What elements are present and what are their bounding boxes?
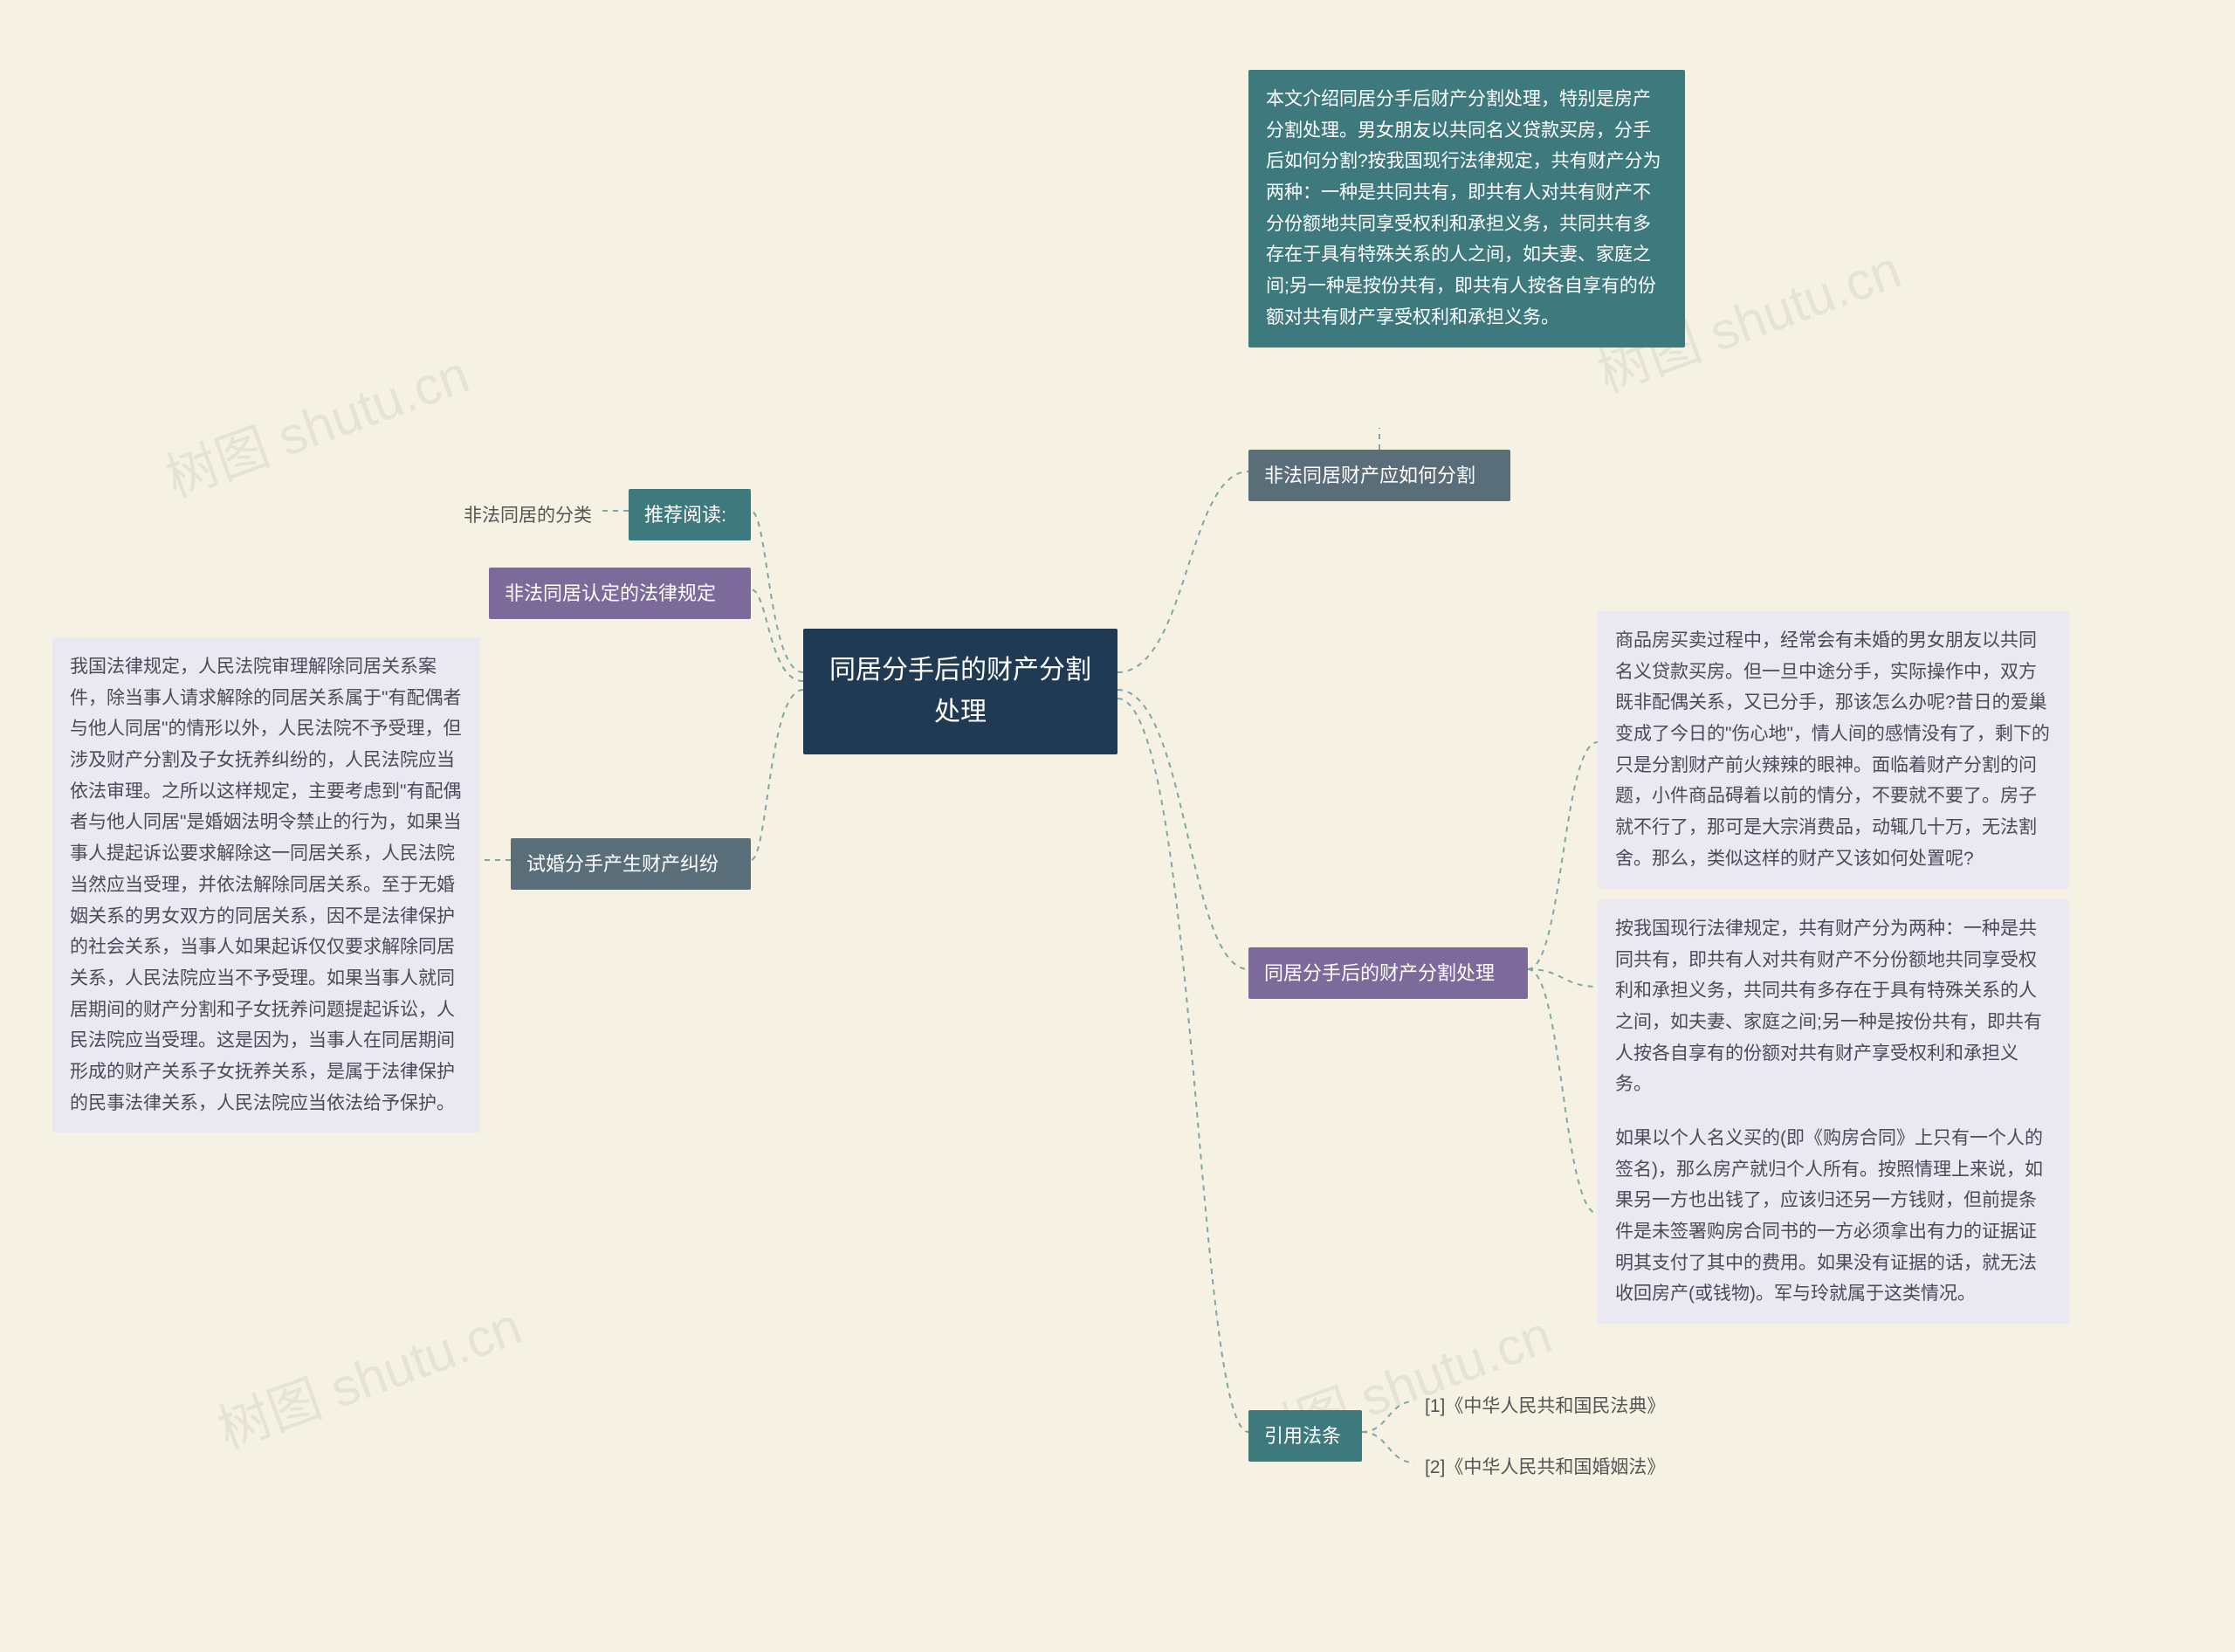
leaf-recommended-1: 非法同居的分类 [445,493,602,539]
node-illegal-property[interactable]: 非法同居财产应如何分割 [1248,450,1510,501]
node-cited-laws[interactable]: 引用法条 [1248,1410,1362,1462]
node-trial-marriage[interactable]: 试婚分手产生财产纠纷 [511,838,751,890]
root-label: 同居分手后的财产分割处理 [829,656,1091,726]
leaf-law-2: [2]《中华人民共和国婚姻法》 [1414,1445,1711,1490]
watermark: 树图 shutu.cn [206,1284,530,1463]
node-label: 推荐阅读: [644,504,726,526]
leaf-cohab-2: 按我国现行法律规定，共有财产分为两种：一种是共同共有，即共有人对共有财产不分份额… [1598,899,2069,1114]
node-recommended[interactable]: 推荐阅读: [629,489,751,540]
node-label: 引用法条 [1264,1425,1341,1447]
watermark: 树图 shutu.cn [154,332,478,512]
node-cohab-property[interactable]: 同居分手后的财产分割处理 [1248,947,1528,999]
node-illegal-def[interactable]: 非法同居认定的法律规定 [489,568,751,619]
leaf-illegal-property-desc: 本文介绍同居分手后财产分割处理，特别是房产分割处理。男女朋友以共同名义贷款买房，… [1248,70,1685,348]
node-label: 非法同居认定的法律规定 [505,582,716,604]
leaf-cohab-3: 如果以个人名义买的(即《购房合同》上只有一个人的签名)，那么房产就归个人所有。按… [1598,1109,2069,1324]
leaf-trial-marriage-desc: 我国法律规定，人民法院审理解除同居关系案件，除当事人请求解除的同居关系属于"有配… [52,637,480,1132]
node-label: 同居分手后的财产分割处理 [1264,962,1495,984]
leaf-law-1: [1]《中华人民共和国民法典》 [1414,1384,1711,1429]
node-label: 非法同居财产应如何分割 [1264,465,1475,486]
root-node[interactable]: 同居分手后的财产分割处理 [803,629,1118,754]
leaf-cohab-1: 商品房买卖过程中，经常会有未婚的男女朋友以共同名义贷款买房。但一旦中途分手，实际… [1598,611,2069,889]
node-label: 试婚分手产生财产纠纷 [526,853,719,875]
